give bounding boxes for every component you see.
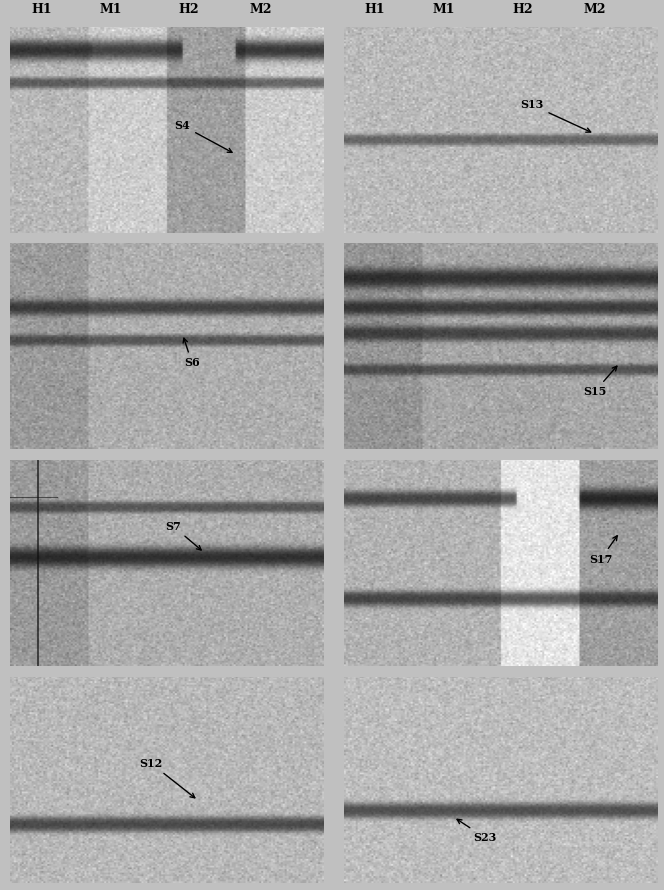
- Text: M2: M2: [584, 4, 606, 16]
- Text: S17: S17: [589, 536, 618, 564]
- Text: H1: H1: [365, 4, 385, 16]
- Text: S6: S6: [183, 338, 200, 368]
- Text: M1: M1: [99, 4, 122, 16]
- Text: H2: H2: [179, 4, 199, 16]
- Text: S12: S12: [139, 758, 195, 797]
- Text: M2: M2: [250, 4, 272, 16]
- Text: S15: S15: [583, 366, 617, 397]
- Text: S13: S13: [520, 100, 591, 133]
- Text: H1: H1: [31, 4, 52, 16]
- Text: S7: S7: [165, 521, 201, 550]
- Text: S4: S4: [175, 120, 232, 152]
- Text: M1: M1: [433, 4, 456, 16]
- Text: S23: S23: [457, 820, 497, 843]
- Text: H2: H2: [512, 4, 533, 16]
